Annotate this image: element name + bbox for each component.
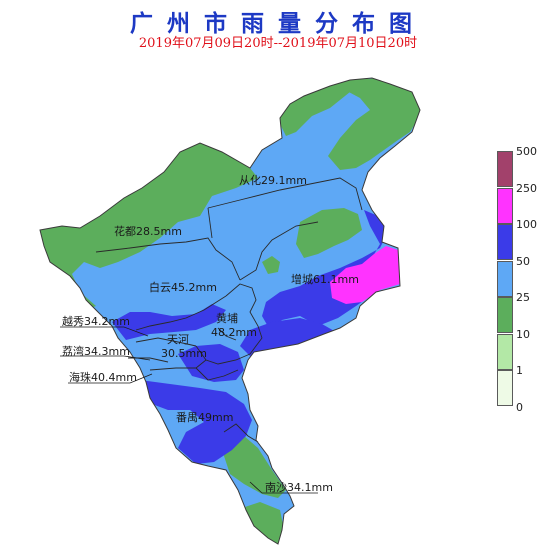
district-label-huangpu-value: 48.2mm	[211, 326, 257, 339]
district-label-tianhe-name: 天河	[167, 333, 189, 346]
district-label-panyu: 番禺49mm	[176, 411, 233, 424]
zone-green-small	[262, 256, 280, 274]
legend-label-10: 10	[516, 327, 530, 341]
zone-blue-east-lower	[240, 318, 336, 356]
legend-label-0: 0	[516, 400, 523, 414]
district-label-haizhu: 海珠40.4mm	[69, 370, 137, 384]
district-label-baiyun: 白云45.2mm	[149, 280, 217, 294]
district-label-tianhe-value: 30.5mm	[161, 347, 207, 360]
district-label-conghua: 从化29.1mm	[239, 173, 307, 187]
zone-green-northeast	[328, 78, 420, 170]
legend-swatch-100	[497, 224, 513, 260]
legend-label-1: 1	[516, 364, 523, 377]
zone-green-south	[222, 436, 286, 498]
district-boundaries	[95, 177, 363, 443]
legend-swatch-500	[497, 151, 513, 187]
zone-green-south-tip	[242, 502, 284, 544]
district-label-yuexiu: 越秀34.2mm	[62, 314, 130, 328]
zone-pink-east	[330, 246, 400, 304]
district-label-huadu: 花都28.5mm	[114, 225, 182, 238]
map-subtitle: 2019年07月09日20时--2019年07月10日20时	[138, 36, 418, 51]
district-label-nansha: 南沙34.1mm	[265, 481, 333, 494]
zone-blue-mid	[178, 344, 244, 382]
rainfall-shading	[40, 78, 420, 544]
district-label-tianhe: 天河 30.5mm	[161, 333, 207, 360]
zone-blue-south	[140, 380, 252, 464]
label-leader-lines	[60, 326, 318, 494]
legend-swatch-10	[497, 333, 513, 370]
zone-green-center-east	[296, 208, 362, 258]
legend-swatch-25	[497, 297, 513, 333]
map-title: 广州市雨量分布图	[130, 11, 426, 37]
district-label-zengcheng: 增城61.1mm	[291, 272, 359, 286]
legend-swatch-250	[497, 187, 513, 224]
zone-green-northwest	[40, 140, 258, 310]
legend-label-25: 25	[516, 291, 530, 304]
legend-label-250: 250	[516, 181, 537, 195]
legend-label-100: 100	[516, 218, 537, 231]
district-label-huangpu-name: 黄埔	[216, 311, 238, 325]
district-label-liwan: 荔湾34.3mm	[62, 344, 130, 358]
district-label-huangpu: 黄埔 48.2mm	[211, 311, 257, 339]
legend-label-50: 50	[516, 254, 530, 268]
rainfall-legend: 500 250 100 50 25 10 1 0	[497, 146, 556, 414]
district-labels: 从化29.1mm 花都28.5mm 白云45.2mm 增城61.1mm 黄埔 4…	[62, 173, 359, 494]
legend-swatch-50	[497, 260, 513, 297]
legend-label-500: 500	[516, 145, 537, 158]
legend-swatch-1	[497, 370, 513, 406]
